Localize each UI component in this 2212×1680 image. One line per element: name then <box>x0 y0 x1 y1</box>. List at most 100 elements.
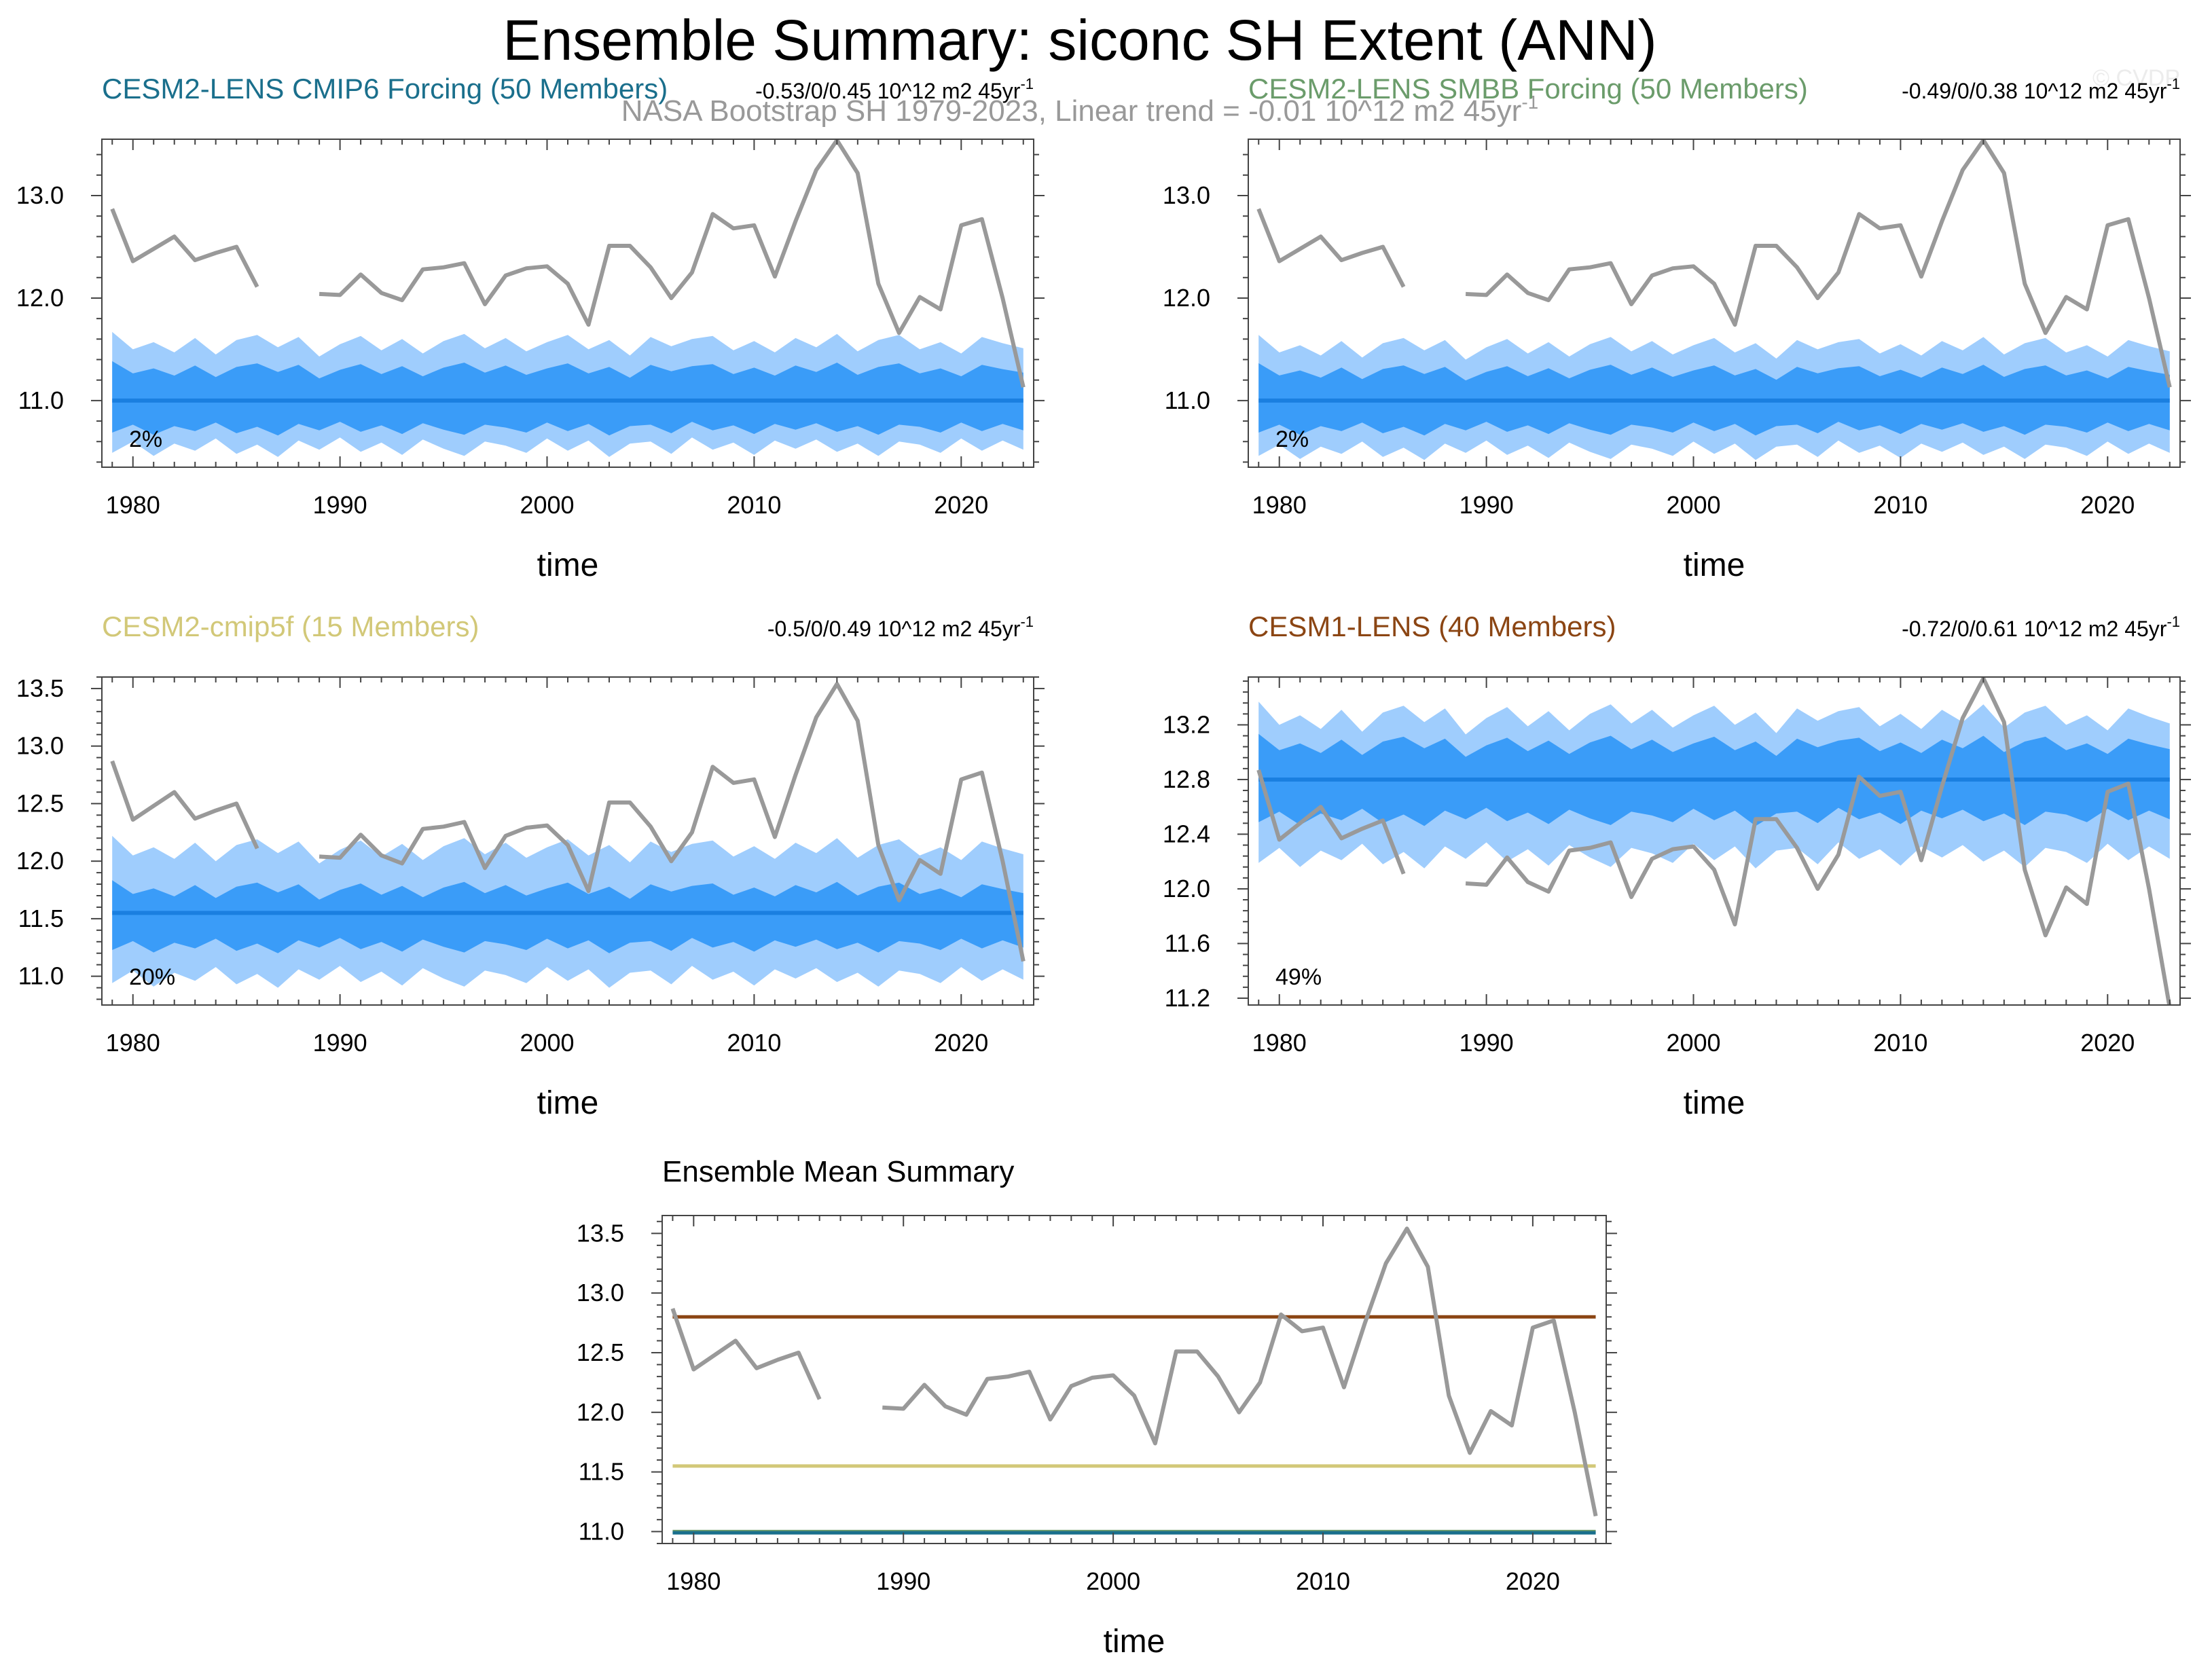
panel-title: CESM2-LENS CMIP6 Forcing (50 Members) <box>102 73 668 105</box>
x-tick-label: 2010 <box>1873 491 1927 519</box>
observation-line <box>1256 139 2172 388</box>
y-tick-label: 13.5 <box>577 1219 624 1247</box>
x-axis-label: time <box>1104 1624 1165 1660</box>
trend-label-text: -0.53/0/0.45 10^12 m2 45yr <box>755 79 1021 103</box>
x-tick-label: 1990 <box>313 491 367 519</box>
panel-p2: 1980 1990 2000 2010 2020 11.0 12.0 13.0 time CESM… <box>1163 73 2191 583</box>
y-tick-label: 11.0 <box>579 1517 624 1545</box>
trend-label-sup: -1 <box>1020 75 1034 92</box>
trend-label-text: -0.49/0/0.38 10^12 m2 45yr <box>1902 79 2167 103</box>
x-tick-label: 2010 <box>727 491 781 519</box>
observation-line <box>1256 677 2172 1005</box>
y-tick-label: 12.5 <box>577 1338 624 1366</box>
trend-label-text: -0.5/0/0.49 10^12 m2 45yr <box>767 617 1021 641</box>
y-tick-label: 12.0 <box>16 847 64 875</box>
trend-label-sup: -1 <box>2166 75 2180 92</box>
y-tick-label: 12.0 <box>1163 284 1210 312</box>
x-tick-label: 2020 <box>1506 1567 1560 1595</box>
panels: 1980 1990 2000 2010 2020 11.0 12.0 13.0 time CESM… <box>16 73 2191 1660</box>
y-tick-label: 12.8 <box>1163 765 1210 793</box>
y-tick-label: 11.5 <box>18 905 64 932</box>
y-tick-label: 11.0 <box>18 962 64 990</box>
x-tick-label: 1990 <box>313 1029 367 1057</box>
trend-label: -0.72/0/0.61 10^12 m2 45yr-1 <box>1902 613 2180 641</box>
trend-label-sup: -1 <box>2166 613 2180 630</box>
y-tick-label: 13.0 <box>16 732 64 760</box>
x-tick-label: 1990 <box>1459 1029 1514 1057</box>
x-tick-label: 2000 <box>1086 1567 1140 1595</box>
x-tick-label: 1980 <box>106 491 160 519</box>
observation-line <box>110 682 1026 962</box>
percent-label: 2% <box>1275 426 1309 452</box>
panel-p5: 1980 1990 2000 2010 2020 11.0 11.5 12.0 12.5 13.0… <box>577 1155 1617 1660</box>
plot-area <box>110 139 1026 457</box>
x-axis-label: time <box>1684 547 1745 583</box>
plot-area <box>1256 677 2172 1005</box>
x-tick-label: 2020 <box>2080 1029 2135 1057</box>
x-axis-label: time <box>537 547 599 583</box>
figure-subtitle-text: NASA Bootstrap SH 1979-2023, Linear tren… <box>621 94 1522 128</box>
percent-label: 2% <box>129 426 162 452</box>
panel-title: CESM1-LENS (40 Members) <box>1248 610 1616 642</box>
x-tick-label: 1990 <box>1459 491 1514 519</box>
y-tick-label: 13.0 <box>577 1279 624 1307</box>
x-axis-label: time <box>1684 1085 1745 1121</box>
y-tick-label: 12.5 <box>16 789 64 817</box>
figure-subtitle-sup: -1 <box>1521 92 1538 113</box>
plot-area <box>110 682 1026 988</box>
panel-title: CESM2-LENS SMBB Forcing (50 Members) <box>1248 73 1808 105</box>
y-tick-label: 12.0 <box>16 284 64 312</box>
x-tick-label: 2000 <box>1666 491 1720 519</box>
x-tick-label: 2010 <box>1296 1567 1350 1595</box>
y-tick-label: 11.0 <box>18 386 64 414</box>
x-tick-label: 1980 <box>106 1029 160 1057</box>
x-tick-label: 1980 <box>666 1567 721 1595</box>
x-tick-label: 2010 <box>727 1029 781 1057</box>
trend-label-text: -0.72/0/0.61 10^12 m2 45yr <box>1902 617 2167 641</box>
plot-frame <box>661 1215 1607 1544</box>
panel-title: CESM2-cmip5f (15 Members) <box>102 610 479 642</box>
trend-label: -0.53/0/0.45 10^12 m2 45yr-1 <box>755 75 1034 103</box>
y-tick-label: 11.2 <box>1165 984 1210 1012</box>
y-tick-label: 13.0 <box>16 181 64 209</box>
panel-p4: 1980 1990 2000 2010 2020 11.2 11.6 12.0 12.4 12.8… <box>1163 610 2191 1121</box>
y-tick-label: 11.0 <box>1165 386 1210 414</box>
x-tick-label: 2010 <box>1873 1029 1927 1057</box>
y-tick-label: 13.2 <box>1163 710 1210 738</box>
figure-title: Ensemble Summary: siconc SH Extent (ANN) <box>503 8 1656 72</box>
y-tick-label: 13.0 <box>1163 181 1210 209</box>
observation-line <box>670 1226 1598 1517</box>
plot-area <box>1256 139 2172 460</box>
y-tick-label: 13.5 <box>16 674 64 702</box>
watermark: © CVDP <box>2092 65 2180 91</box>
x-tick-label: 2020 <box>934 1029 988 1057</box>
x-tick-label: 2020 <box>934 491 988 519</box>
x-tick-label: 2000 <box>520 1029 574 1057</box>
x-tick-label: 1980 <box>1252 491 1307 519</box>
x-axis-label: time <box>537 1085 599 1121</box>
trend-label: -0.5/0/0.49 10^12 m2 45yr-1 <box>767 613 1034 641</box>
plot-area <box>670 1226 1598 1535</box>
x-tick-label: 1990 <box>876 1567 930 1595</box>
panel-p3: 1980 1990 2000 2010 2020 11.0 11.5 12.0 12.5 13.0… <box>16 610 1045 1121</box>
y-tick-label: 11.6 <box>1165 929 1210 957</box>
x-tick-label: 2020 <box>2080 491 2135 519</box>
y-tick-label: 12.0 <box>1163 875 1210 902</box>
trend-label-sup: -1 <box>1020 613 1034 630</box>
y-tick-label: 11.5 <box>579 1458 624 1486</box>
spread-band-25-75 <box>112 880 1023 953</box>
figure-subtitle: NASA Bootstrap SH 1979-2023, Linear tren… <box>621 92 1538 128</box>
trend-label: -0.49/0/0.38 10^12 m2 45yr-1 <box>1902 75 2180 103</box>
percent-label: 20% <box>129 964 175 990</box>
x-tick-label: 2000 <box>1666 1029 1720 1057</box>
spread-band-25-75 <box>112 361 1023 436</box>
observation-line <box>110 139 1026 388</box>
panel-p1: 1980 1990 2000 2010 2020 11.0 12.0 13.0 time CESM… <box>16 73 1045 583</box>
x-tick-label: 1980 <box>1252 1029 1307 1057</box>
x-tick-label: 2000 <box>520 491 574 519</box>
y-tick-label: 12.4 <box>1163 820 1210 847</box>
y-tick-label: 12.0 <box>577 1398 624 1426</box>
panel-title: Ensemble Mean Summary <box>662 1155 1014 1188</box>
percent-label: 49% <box>1275 964 1322 990</box>
